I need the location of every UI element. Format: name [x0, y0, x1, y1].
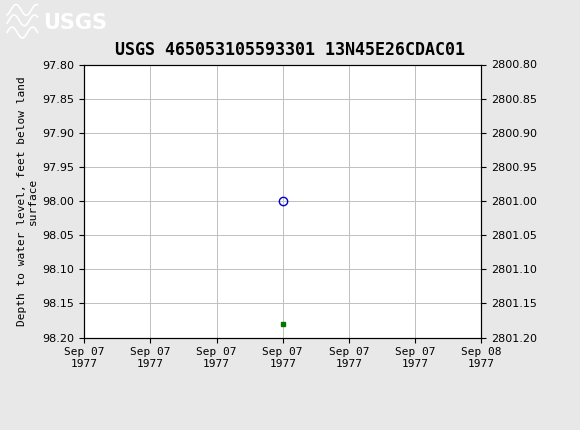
Y-axis label: Depth to water level, feet below land
surface: Depth to water level, feet below land su… — [17, 76, 38, 326]
Text: USGS: USGS — [44, 12, 107, 33]
Text: USGS 465053105593301 13N45E26CDAC01: USGS 465053105593301 13N45E26CDAC01 — [115, 41, 465, 59]
